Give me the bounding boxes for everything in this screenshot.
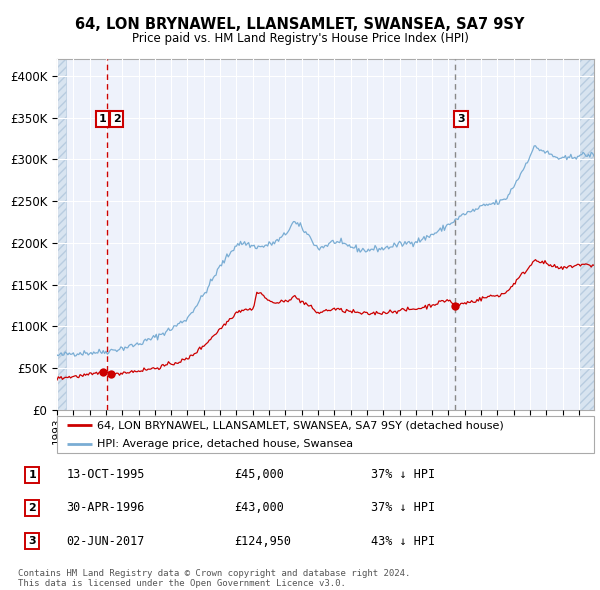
Text: 02-JUN-2017: 02-JUN-2017 [67,535,145,548]
Text: £124,950: £124,950 [235,535,292,548]
FancyBboxPatch shape [57,416,594,453]
Text: 2: 2 [113,114,121,124]
Text: 43% ↓ HPI: 43% ↓ HPI [371,535,436,548]
Text: 64, LON BRYNAWEL, LLANSAMLET, SWANSEA, SA7 9SY: 64, LON BRYNAWEL, LLANSAMLET, SWANSEA, S… [76,17,524,31]
Text: £45,000: £45,000 [235,468,284,481]
Text: 1: 1 [99,114,107,124]
Text: 2: 2 [28,503,36,513]
Text: 37% ↓ HPI: 37% ↓ HPI [371,468,436,481]
Text: 30-APR-1996: 30-APR-1996 [67,502,145,514]
Text: Contains HM Land Registry data © Crown copyright and database right 2024.
This d: Contains HM Land Registry data © Crown c… [18,569,410,588]
Text: 13-OCT-1995: 13-OCT-1995 [67,468,145,481]
Text: £43,000: £43,000 [235,502,284,514]
Text: HPI: Average price, detached house, Swansea: HPI: Average price, detached house, Swan… [97,439,353,449]
Text: 37% ↓ HPI: 37% ↓ HPI [371,502,436,514]
Text: 64, LON BRYNAWEL, LLANSAMLET, SWANSEA, SA7 9SY (detached house): 64, LON BRYNAWEL, LLANSAMLET, SWANSEA, S… [97,421,504,431]
Text: Price paid vs. HM Land Registry's House Price Index (HPI): Price paid vs. HM Land Registry's House … [131,32,469,45]
Text: 3: 3 [457,114,465,124]
Text: 1: 1 [28,470,36,480]
Text: 3: 3 [28,536,36,546]
